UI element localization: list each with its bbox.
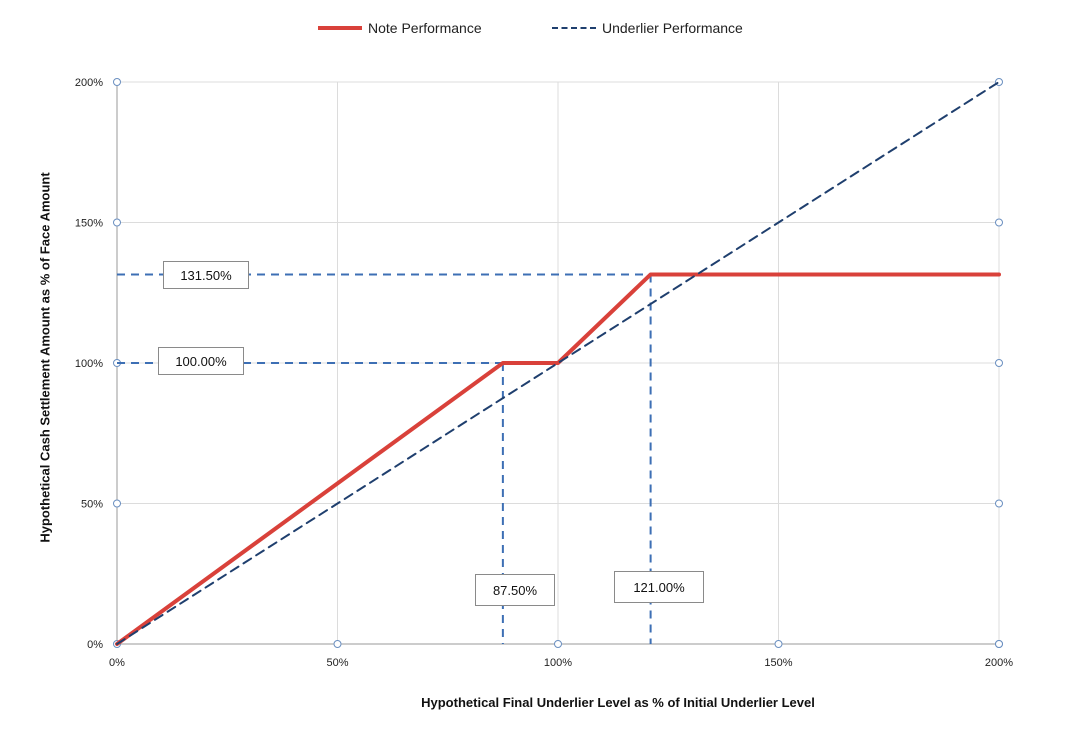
series-line-underlier-performance xyxy=(116,81,1000,645)
y-left-marker-1 xyxy=(113,499,121,508)
x-bottom-marker-4 xyxy=(995,640,1003,648)
legend: Note Performance Underlier Performance xyxy=(0,20,1070,44)
callout-100-00: 100.00% xyxy=(158,347,244,375)
y-right-marker-3 xyxy=(995,218,1003,227)
y-tick-label-1: 50% xyxy=(81,499,103,511)
legend-swatch-note xyxy=(318,26,362,30)
y-tick-label-4: 200% xyxy=(75,77,103,89)
y-tick-label-0: 0% xyxy=(87,639,103,651)
x-tick-label-1: 50% xyxy=(326,657,348,669)
x-bottom-marker-2 xyxy=(554,640,562,648)
y-right-marker-1 xyxy=(995,499,1003,508)
y-tick-label-2: 100% xyxy=(75,358,103,370)
x-bottom-marker-1 xyxy=(333,640,342,648)
x-tick-label-4: 200% xyxy=(985,657,1013,669)
x-axis-label: Hypothetical Final Underlier Level as % … xyxy=(421,695,815,710)
legend-item-underlier: Underlier Performance xyxy=(552,20,743,36)
y-axis-label: Hypothetical Cash Settlement Amount as %… xyxy=(37,172,53,543)
legend-label-note: Note Performance xyxy=(368,20,482,36)
y-right-marker-2 xyxy=(995,359,1003,367)
legend-item-note: Note Performance xyxy=(318,20,482,36)
legend-swatch-underlier xyxy=(552,27,596,29)
legend-label-underlier: Underlier Performance xyxy=(602,20,743,36)
series-line-note-performance xyxy=(115,272,1001,646)
x-bottom-marker-3 xyxy=(774,640,783,648)
y-left-marker-4 xyxy=(113,78,121,86)
y-left-marker-3 xyxy=(113,218,121,227)
callout-121-00: 121.00% xyxy=(614,571,704,603)
x-tick-label-3: 150% xyxy=(764,657,792,669)
x-tick-label-0: 0% xyxy=(109,657,125,669)
y-tick-label-3: 150% xyxy=(75,218,103,230)
callout-131-50: 131.50% xyxy=(163,261,249,289)
x-tick-label-2: 100% xyxy=(544,657,572,669)
callout-87-50: 87.50% xyxy=(475,574,555,606)
